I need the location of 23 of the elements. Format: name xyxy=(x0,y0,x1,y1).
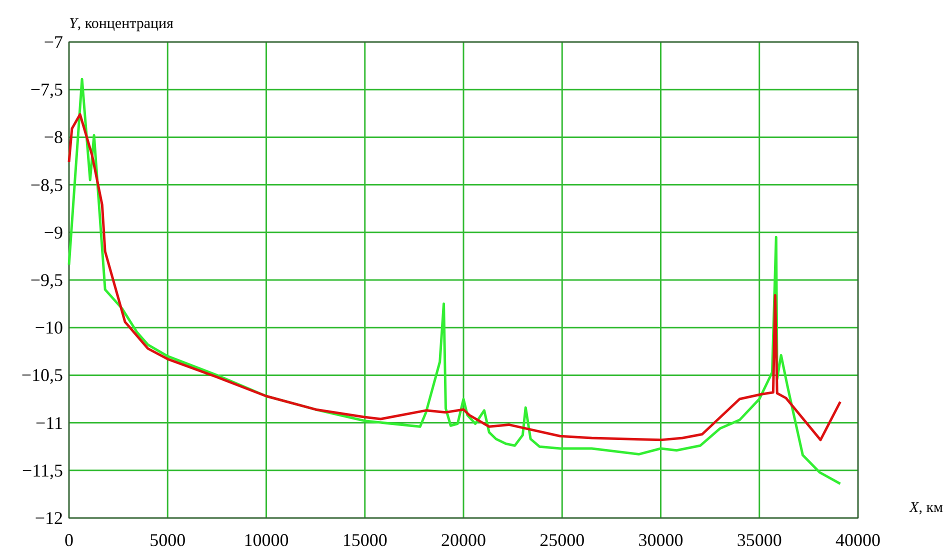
x-tick-label: 0 xyxy=(64,530,74,550)
x-axis-title: X, км xyxy=(908,500,944,516)
y-tick-label: −8,5 xyxy=(30,174,63,195)
y-tick-label: −7 xyxy=(44,32,63,52)
line-series xyxy=(68,113,842,442)
x-tick-label: 10000 xyxy=(244,530,289,550)
x-tick-label: 5000 xyxy=(150,530,186,550)
x-tick-label: 25000 xyxy=(540,530,585,550)
x-tick-label: 30000 xyxy=(638,530,684,550)
y-tick-label: −9 xyxy=(44,222,63,242)
y-tick-label: −7,5 xyxy=(30,80,63,100)
x-tick-label: 35000 xyxy=(736,530,782,550)
y-axis-title: Y, концентрация xyxy=(69,16,174,32)
x-tick-label: 15000 xyxy=(342,530,388,550)
y-tick-label: −8 xyxy=(44,127,63,148)
y-tick-label: −10 xyxy=(34,318,63,338)
y-tick-label: −10,5 xyxy=(21,365,63,386)
y-tick-label: −12 xyxy=(34,508,63,528)
x-tick-label: 40000 xyxy=(836,530,880,550)
x-tick-label: 20000 xyxy=(441,530,486,550)
y-tick-label: −11 xyxy=(36,412,63,433)
y-tick-label: −11,5 xyxy=(22,460,63,480)
y-tick-label: −9,5 xyxy=(30,270,63,290)
